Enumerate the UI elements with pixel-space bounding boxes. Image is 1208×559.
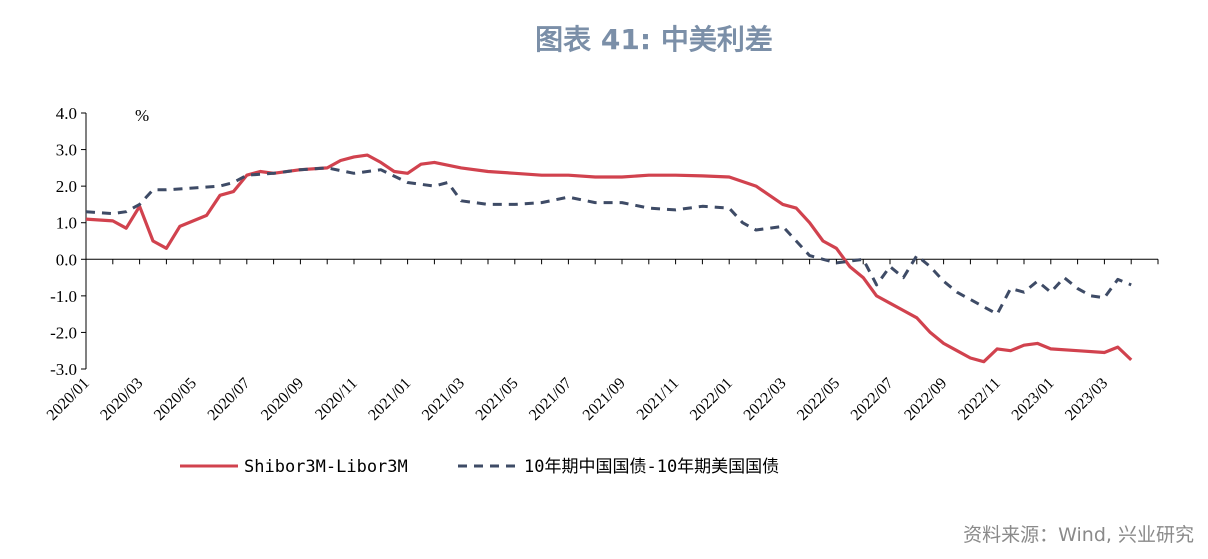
x-tick-label: 2020/01 xyxy=(44,375,93,424)
y-tick-label: 0.0 xyxy=(56,250,77,269)
y-tick-label: 2.0 xyxy=(56,177,77,196)
series-group xyxy=(85,166,1132,316)
x-tick-label: 2020/07 xyxy=(205,375,254,424)
y-tick-label: -1.0 xyxy=(50,287,77,306)
series-line xyxy=(85,153,1133,364)
chart-title: 图表 41: 中美利差 xyxy=(535,23,773,56)
series-layer xyxy=(85,153,1133,364)
x-tick-label: 2022/07 xyxy=(848,375,897,424)
source-note: 资料来源：Wind, 兴业研究 xyxy=(963,524,1194,546)
x-tick-label: 2021/03 xyxy=(419,375,468,424)
x-tick-label: 2022/01 xyxy=(687,375,736,424)
x-tick-label: 2023/03 xyxy=(1062,375,1111,424)
x-tick-label: 2022/03 xyxy=(741,375,790,424)
y-tick-label: 4.0 xyxy=(56,104,77,123)
legend-label-shibor: Shibor3M-Libor3M xyxy=(244,457,408,477)
x-tick-label: 2021/01 xyxy=(365,375,414,424)
x-tick-label: 2020/05 xyxy=(151,375,200,424)
x-tick-label: 2021/05 xyxy=(473,375,522,424)
legend: Shibor3M-Libor3M 10年期中国国债-10年期美国国债 xyxy=(180,457,779,477)
axes: 4.03.02.01.00.0-1.0-2.0-3.0%2020/01 2020/… xyxy=(44,104,1159,424)
x-tick-label: 2021/07 xyxy=(526,375,575,424)
x-tick-label: 2021/09 xyxy=(580,375,629,424)
x-tick-label: 2020/03 xyxy=(97,375,146,424)
series-line xyxy=(85,166,1132,316)
x-tick-label: 2023/01 xyxy=(1009,375,1058,424)
series-group xyxy=(85,153,1133,364)
x-tick-label: 2022/09 xyxy=(901,375,950,424)
x-tick-label: 2022/05 xyxy=(794,375,843,424)
y-tick-label: 3.0 xyxy=(56,141,77,160)
x-tick-label: 2021/11 xyxy=(634,375,683,424)
x-tick-label: 2020/11 xyxy=(312,375,361,424)
x-tick-label: 2020/09 xyxy=(258,375,307,424)
y-tick-label: -2.0 xyxy=(50,323,77,342)
y-axis-unit: % xyxy=(135,106,149,125)
y-tick-label: -3.0 xyxy=(50,360,77,379)
legend-label-bond: 10年期中国国债-10年期美国国债 xyxy=(524,457,779,477)
x-tick-label: 2022/11 xyxy=(955,375,1004,424)
y-tick-label: 1.0 xyxy=(56,214,77,233)
